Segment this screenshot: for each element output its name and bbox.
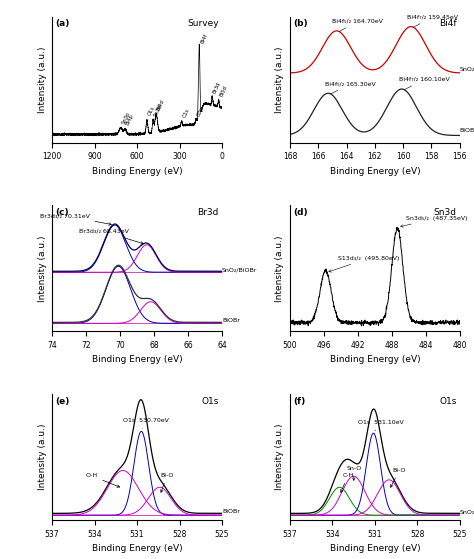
Y-axis label: Intensity (a.u.): Intensity (a.u.) [37,424,46,490]
Text: O1s: O1s [201,397,219,406]
Text: SnO₂/BiOBr: SnO₂/BiOBr [460,66,474,71]
X-axis label: Binding Energy (eV): Binding Energy (eV) [92,544,182,553]
Text: (b): (b) [293,19,308,29]
Text: O1s  531.10eV: O1s 531.10eV [358,420,403,431]
Text: O-H: O-H [85,473,119,487]
Text: Bi4f₅/₂ 164.70eV: Bi4f₅/₂ 164.70eV [332,19,383,31]
Text: Sn3d₅/₂  (487.35eV): Sn3d₅/₂ (487.35eV) [401,216,467,227]
Text: Bi-O: Bi-O [161,473,174,492]
Text: Sn3p: Sn3p [121,111,131,125]
Text: Bi4p: Bi4p [125,113,135,126]
Text: Br3d: Br3d [197,208,219,217]
Y-axis label: Intensity (a.u.): Intensity (a.u.) [275,235,284,301]
X-axis label: Binding Energy (eV): Binding Energy (eV) [329,544,420,553]
Text: SnO₂/BiOBr: SnO₂/BiOBr [222,267,257,272]
Text: Bi5d: Bi5d [219,84,228,98]
Y-axis label: Intensity (a.u.): Intensity (a.u.) [275,46,284,113]
Text: Sn3d: Sn3d [433,208,456,217]
Text: Br3d₃/₂ 70.31eV: Br3d₃/₂ 70.31eV [40,213,111,225]
X-axis label: Binding Energy (eV): Binding Energy (eV) [329,167,420,176]
Text: Bi-O: Bi-O [391,468,406,487]
Text: Br3d: Br3d [212,80,222,94]
Text: (a): (a) [55,19,70,29]
Text: Bi4f₇/₂ 159.45eV: Bi4f₇/₂ 159.45eV [407,15,458,27]
X-axis label: Binding Energy (eV): Binding Energy (eV) [329,356,420,364]
Text: C1s: C1s [182,108,190,119]
Text: BiOBr: BiOBr [460,129,474,134]
Text: C-H: C-H [341,473,354,492]
Text: Bi4f: Bi4f [439,19,456,29]
X-axis label: Binding Energy (eV): Binding Energy (eV) [92,356,182,364]
Text: SnO₂/BiOBr: SnO₂/BiOBr [460,509,474,514]
Text: Bi4f: Bi4f [200,33,209,44]
Text: (c): (c) [55,208,69,217]
Text: B3p: B3p [196,106,205,117]
Text: Sn3d: Sn3d [153,103,163,118]
Text: Survey: Survey [187,19,219,29]
Y-axis label: Intensity (a.u.): Intensity (a.u.) [37,235,46,301]
Text: Bi4f₇/₂ 160.10eV: Bi4f₇/₂ 160.10eV [399,77,450,90]
Y-axis label: Intensity (a.u.): Intensity (a.u.) [275,424,284,490]
Text: (e): (e) [55,397,70,406]
Text: (d): (d) [293,208,308,217]
Text: Sn-O: Sn-O [346,466,362,480]
Text: BiOBr: BiOBr [222,319,240,323]
Text: O1s: O1s [439,397,456,406]
Y-axis label: Intensity (a.u.): Intensity (a.u.) [37,46,46,113]
X-axis label: Binding Energy (eV): Binding Energy (eV) [92,167,182,176]
Text: O1s  530.70eV: O1s 530.70eV [123,418,168,429]
Text: Br3d₃/₂ 68.43eV: Br3d₃/₂ 68.43eV [79,229,143,244]
Text: S13d₃/₂  (495.80eV): S13d₃/₂ (495.80eV) [329,255,400,272]
Text: Bi4d: Bi4d [156,98,166,111]
Text: BiOBr: BiOBr [222,509,240,514]
Text: O1s: O1s [147,105,156,117]
Text: (f): (f) [293,397,306,406]
Text: Bi4f₅/₂ 165.30eV: Bi4f₅/₂ 165.30eV [325,81,376,94]
